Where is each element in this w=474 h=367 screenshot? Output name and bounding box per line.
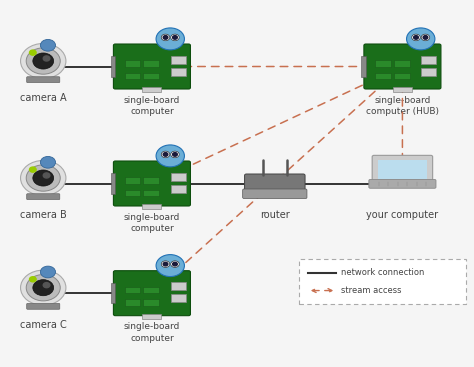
FancyBboxPatch shape bbox=[113, 44, 191, 89]
Circle shape bbox=[156, 255, 184, 277]
Circle shape bbox=[163, 36, 168, 39]
Circle shape bbox=[423, 36, 428, 39]
Circle shape bbox=[421, 34, 430, 41]
FancyBboxPatch shape bbox=[125, 60, 140, 66]
Circle shape bbox=[414, 36, 419, 39]
FancyBboxPatch shape bbox=[125, 177, 140, 184]
Text: camera C: camera C bbox=[20, 320, 67, 330]
FancyBboxPatch shape bbox=[27, 77, 60, 83]
Text: stream access: stream access bbox=[341, 286, 401, 295]
FancyBboxPatch shape bbox=[299, 259, 466, 304]
FancyBboxPatch shape bbox=[113, 271, 191, 316]
Circle shape bbox=[43, 173, 50, 178]
Circle shape bbox=[40, 39, 55, 51]
Circle shape bbox=[20, 160, 66, 196]
FancyBboxPatch shape bbox=[143, 314, 161, 319]
Circle shape bbox=[173, 36, 177, 39]
Circle shape bbox=[156, 145, 184, 167]
Text: router: router bbox=[260, 210, 290, 220]
FancyBboxPatch shape bbox=[393, 87, 412, 92]
FancyBboxPatch shape bbox=[110, 174, 115, 193]
FancyBboxPatch shape bbox=[144, 299, 159, 306]
Circle shape bbox=[29, 167, 36, 172]
FancyBboxPatch shape bbox=[243, 189, 307, 199]
Circle shape bbox=[43, 283, 50, 288]
Text: single-board
computer: single-board computer bbox=[124, 323, 180, 342]
Circle shape bbox=[43, 56, 50, 61]
FancyBboxPatch shape bbox=[171, 55, 186, 63]
FancyBboxPatch shape bbox=[375, 73, 391, 79]
Text: camera A: camera A bbox=[20, 93, 66, 103]
FancyBboxPatch shape bbox=[144, 287, 159, 293]
FancyBboxPatch shape bbox=[125, 299, 140, 306]
FancyBboxPatch shape bbox=[143, 204, 161, 209]
FancyBboxPatch shape bbox=[375, 60, 391, 66]
Text: single-board
computer: single-board computer bbox=[124, 96, 180, 116]
FancyBboxPatch shape bbox=[421, 68, 436, 76]
Text: single-board
computer: single-board computer bbox=[124, 213, 180, 233]
Circle shape bbox=[156, 28, 184, 50]
FancyBboxPatch shape bbox=[143, 87, 161, 92]
FancyBboxPatch shape bbox=[125, 287, 140, 293]
FancyBboxPatch shape bbox=[171, 294, 186, 302]
FancyBboxPatch shape bbox=[394, 60, 410, 66]
Text: camera B: camera B bbox=[20, 210, 67, 220]
Circle shape bbox=[407, 28, 435, 50]
FancyBboxPatch shape bbox=[378, 160, 427, 179]
FancyBboxPatch shape bbox=[171, 185, 186, 193]
Text: network connection: network connection bbox=[341, 268, 424, 277]
FancyBboxPatch shape bbox=[125, 190, 140, 196]
Circle shape bbox=[26, 275, 60, 301]
Circle shape bbox=[171, 261, 179, 268]
Circle shape bbox=[33, 53, 54, 69]
Circle shape bbox=[33, 170, 54, 186]
FancyBboxPatch shape bbox=[372, 155, 433, 183]
FancyBboxPatch shape bbox=[245, 174, 305, 192]
FancyBboxPatch shape bbox=[394, 73, 410, 79]
Circle shape bbox=[161, 151, 170, 158]
FancyBboxPatch shape bbox=[27, 194, 60, 200]
FancyBboxPatch shape bbox=[27, 304, 60, 309]
FancyBboxPatch shape bbox=[144, 73, 159, 79]
FancyBboxPatch shape bbox=[361, 57, 366, 77]
Circle shape bbox=[412, 34, 420, 41]
Circle shape bbox=[29, 277, 36, 282]
Text: single-board
computer (HUB): single-board computer (HUB) bbox=[366, 96, 439, 116]
FancyBboxPatch shape bbox=[171, 282, 186, 290]
Text: your computer: your computer bbox=[366, 210, 438, 220]
Circle shape bbox=[171, 151, 179, 158]
Circle shape bbox=[29, 50, 36, 55]
FancyBboxPatch shape bbox=[421, 55, 436, 63]
Circle shape bbox=[40, 266, 55, 278]
FancyBboxPatch shape bbox=[110, 57, 115, 77]
Circle shape bbox=[26, 165, 60, 191]
FancyBboxPatch shape bbox=[144, 177, 159, 184]
Circle shape bbox=[173, 262, 177, 266]
Circle shape bbox=[20, 270, 66, 305]
FancyBboxPatch shape bbox=[171, 68, 186, 76]
FancyBboxPatch shape bbox=[110, 283, 115, 303]
FancyBboxPatch shape bbox=[113, 161, 191, 206]
FancyBboxPatch shape bbox=[125, 73, 140, 79]
FancyBboxPatch shape bbox=[369, 179, 436, 188]
Circle shape bbox=[163, 153, 168, 156]
FancyBboxPatch shape bbox=[144, 190, 159, 196]
Circle shape bbox=[20, 43, 66, 79]
Circle shape bbox=[171, 34, 179, 41]
Circle shape bbox=[40, 156, 55, 168]
FancyBboxPatch shape bbox=[364, 44, 441, 89]
Circle shape bbox=[173, 153, 177, 156]
Circle shape bbox=[26, 48, 60, 74]
Circle shape bbox=[161, 34, 170, 41]
Circle shape bbox=[163, 262, 168, 266]
FancyBboxPatch shape bbox=[144, 60, 159, 66]
FancyBboxPatch shape bbox=[171, 172, 186, 181]
Circle shape bbox=[33, 280, 54, 296]
Circle shape bbox=[161, 261, 170, 268]
